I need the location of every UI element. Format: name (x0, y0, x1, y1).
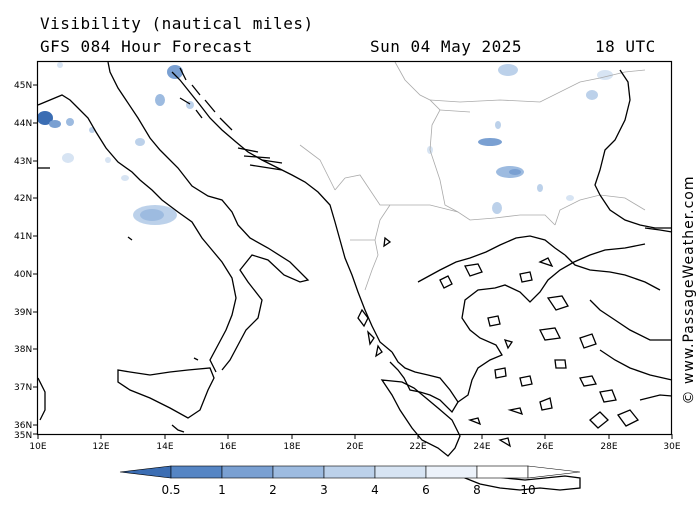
lat-label: 42N (14, 194, 32, 204)
lat-label: 40N (14, 270, 32, 280)
forecast-date: Sun 04 May 2025 (370, 37, 522, 56)
credit-watermark: © www.PassageWeather.com (679, 150, 699, 430)
colorbar-label: 3 (320, 483, 328, 497)
colorbar-label: 0.5 (161, 483, 180, 497)
colorbar-label: 1 (218, 483, 226, 497)
colorbar-segment (323, 465, 376, 479)
latitude-axis: 45N 44N 43N 42N 41N 40N 39N 38N 37N 36N … (14, 81, 38, 441)
credit-text: © www.PassageWeather.com (681, 175, 697, 405)
lon-label: 24E (473, 442, 490, 452)
lat-label: 41N (14, 232, 32, 242)
lon-label: 14E (156, 442, 173, 452)
colorbar-segment (527, 465, 581, 479)
visibility-shading (37, 62, 613, 225)
colorbar-label: 10 (520, 483, 535, 497)
colorbar-label: 4 (371, 483, 379, 497)
lat-label: 45N (14, 81, 32, 91)
coastlines (37, 61, 673, 491)
map-frame (36, 60, 673, 436)
forecast-time: 18 UTC (595, 37, 656, 56)
lon-label: 12E (92, 442, 109, 452)
lat-label: 44N (14, 119, 32, 129)
colorbar-label: 6 (422, 483, 430, 497)
longitude-axis: 10E 12E 14E 16E 18E 20E 22E 24E 26E 28E … (29, 434, 681, 452)
map-title: Visibility (nautical miles) (40, 14, 314, 33)
lon-label: 18E (283, 442, 300, 452)
lon-label: 28E (600, 442, 617, 452)
lon-label: 20E (346, 442, 363, 452)
colorbar-segment (119, 465, 172, 479)
lat-label: 35N (14, 431, 32, 441)
lat-label: 37N (14, 383, 32, 393)
lon-label: 26E (536, 442, 553, 452)
colorbar-segment (170, 465, 223, 479)
colorbar-label: 2 (269, 483, 277, 497)
lon-label: 30E (663, 442, 680, 452)
colorbar-segment (425, 465, 478, 479)
lat-label: 36N (14, 421, 32, 431)
lon-label: 10E (29, 442, 46, 452)
visibility-colorbar: 0.5 1 2 3 4 6 8 10 (119, 465, 581, 497)
colorbar-label: 8 (473, 483, 481, 497)
colorbar-segment (476, 465, 529, 479)
lat-label: 38N (14, 345, 32, 355)
forecast-label: GFS 084 Hour Forecast (40, 37, 253, 56)
lon-label: 22E (409, 442, 426, 452)
lat-label: 39N (14, 308, 32, 318)
colorbar-segment (221, 465, 274, 479)
colorbar-segment (272, 465, 325, 479)
country-borders (299, 61, 646, 291)
colorbar-segment (374, 465, 427, 479)
lon-label: 16E (219, 442, 236, 452)
lat-label: 43N (14, 157, 32, 167)
